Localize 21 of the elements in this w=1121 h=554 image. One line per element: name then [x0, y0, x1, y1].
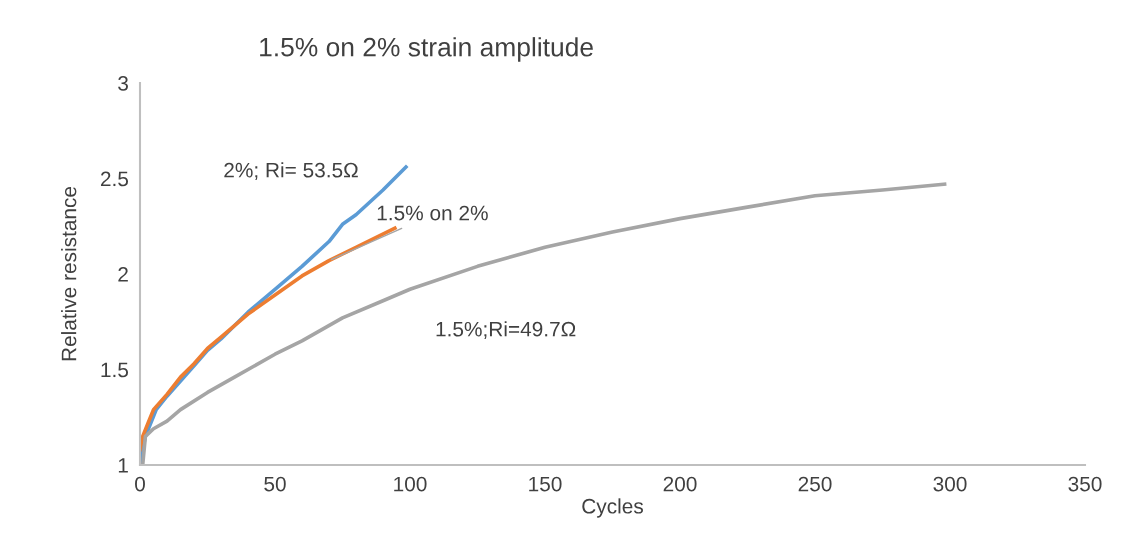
annotation: 1.5%;Ri=49.7Ω [436, 321, 576, 339]
y-tick-label: 2 [118, 267, 128, 282]
line-series [140, 182, 947, 465]
x-tick-label: 100 [394, 476, 427, 492]
y-tick-label: 1.5 [101, 362, 129, 378]
x-tick-label: 300 [933, 476, 967, 492]
x-tick-label: 150 [529, 476, 562, 492]
x-tick-label: 350 [1068, 476, 1102, 492]
y-tick-label: 2.5 [100, 171, 129, 187]
chart-title: 1.5% on 2% strain amplitude [260, 37, 593, 62]
x-tick-label: 250 [798, 476, 832, 492]
y-axis-title: Relative resistance [61, 186, 77, 361]
x-tick-label: 50 [264, 476, 286, 492]
annotation: 2%; Ri= 53.5Ω [224, 162, 358, 180]
x-tick-label: 200 [663, 476, 697, 492]
y-tick-label: 1 [118, 458, 128, 473]
annotation: 1.5% on 2% [377, 205, 488, 221]
line-series [140, 226, 397, 452]
x-tick-label: 0 [135, 476, 145, 492]
y-tick-label: 3 [118, 76, 128, 91]
x-axis-title: Cycles [582, 498, 643, 518]
